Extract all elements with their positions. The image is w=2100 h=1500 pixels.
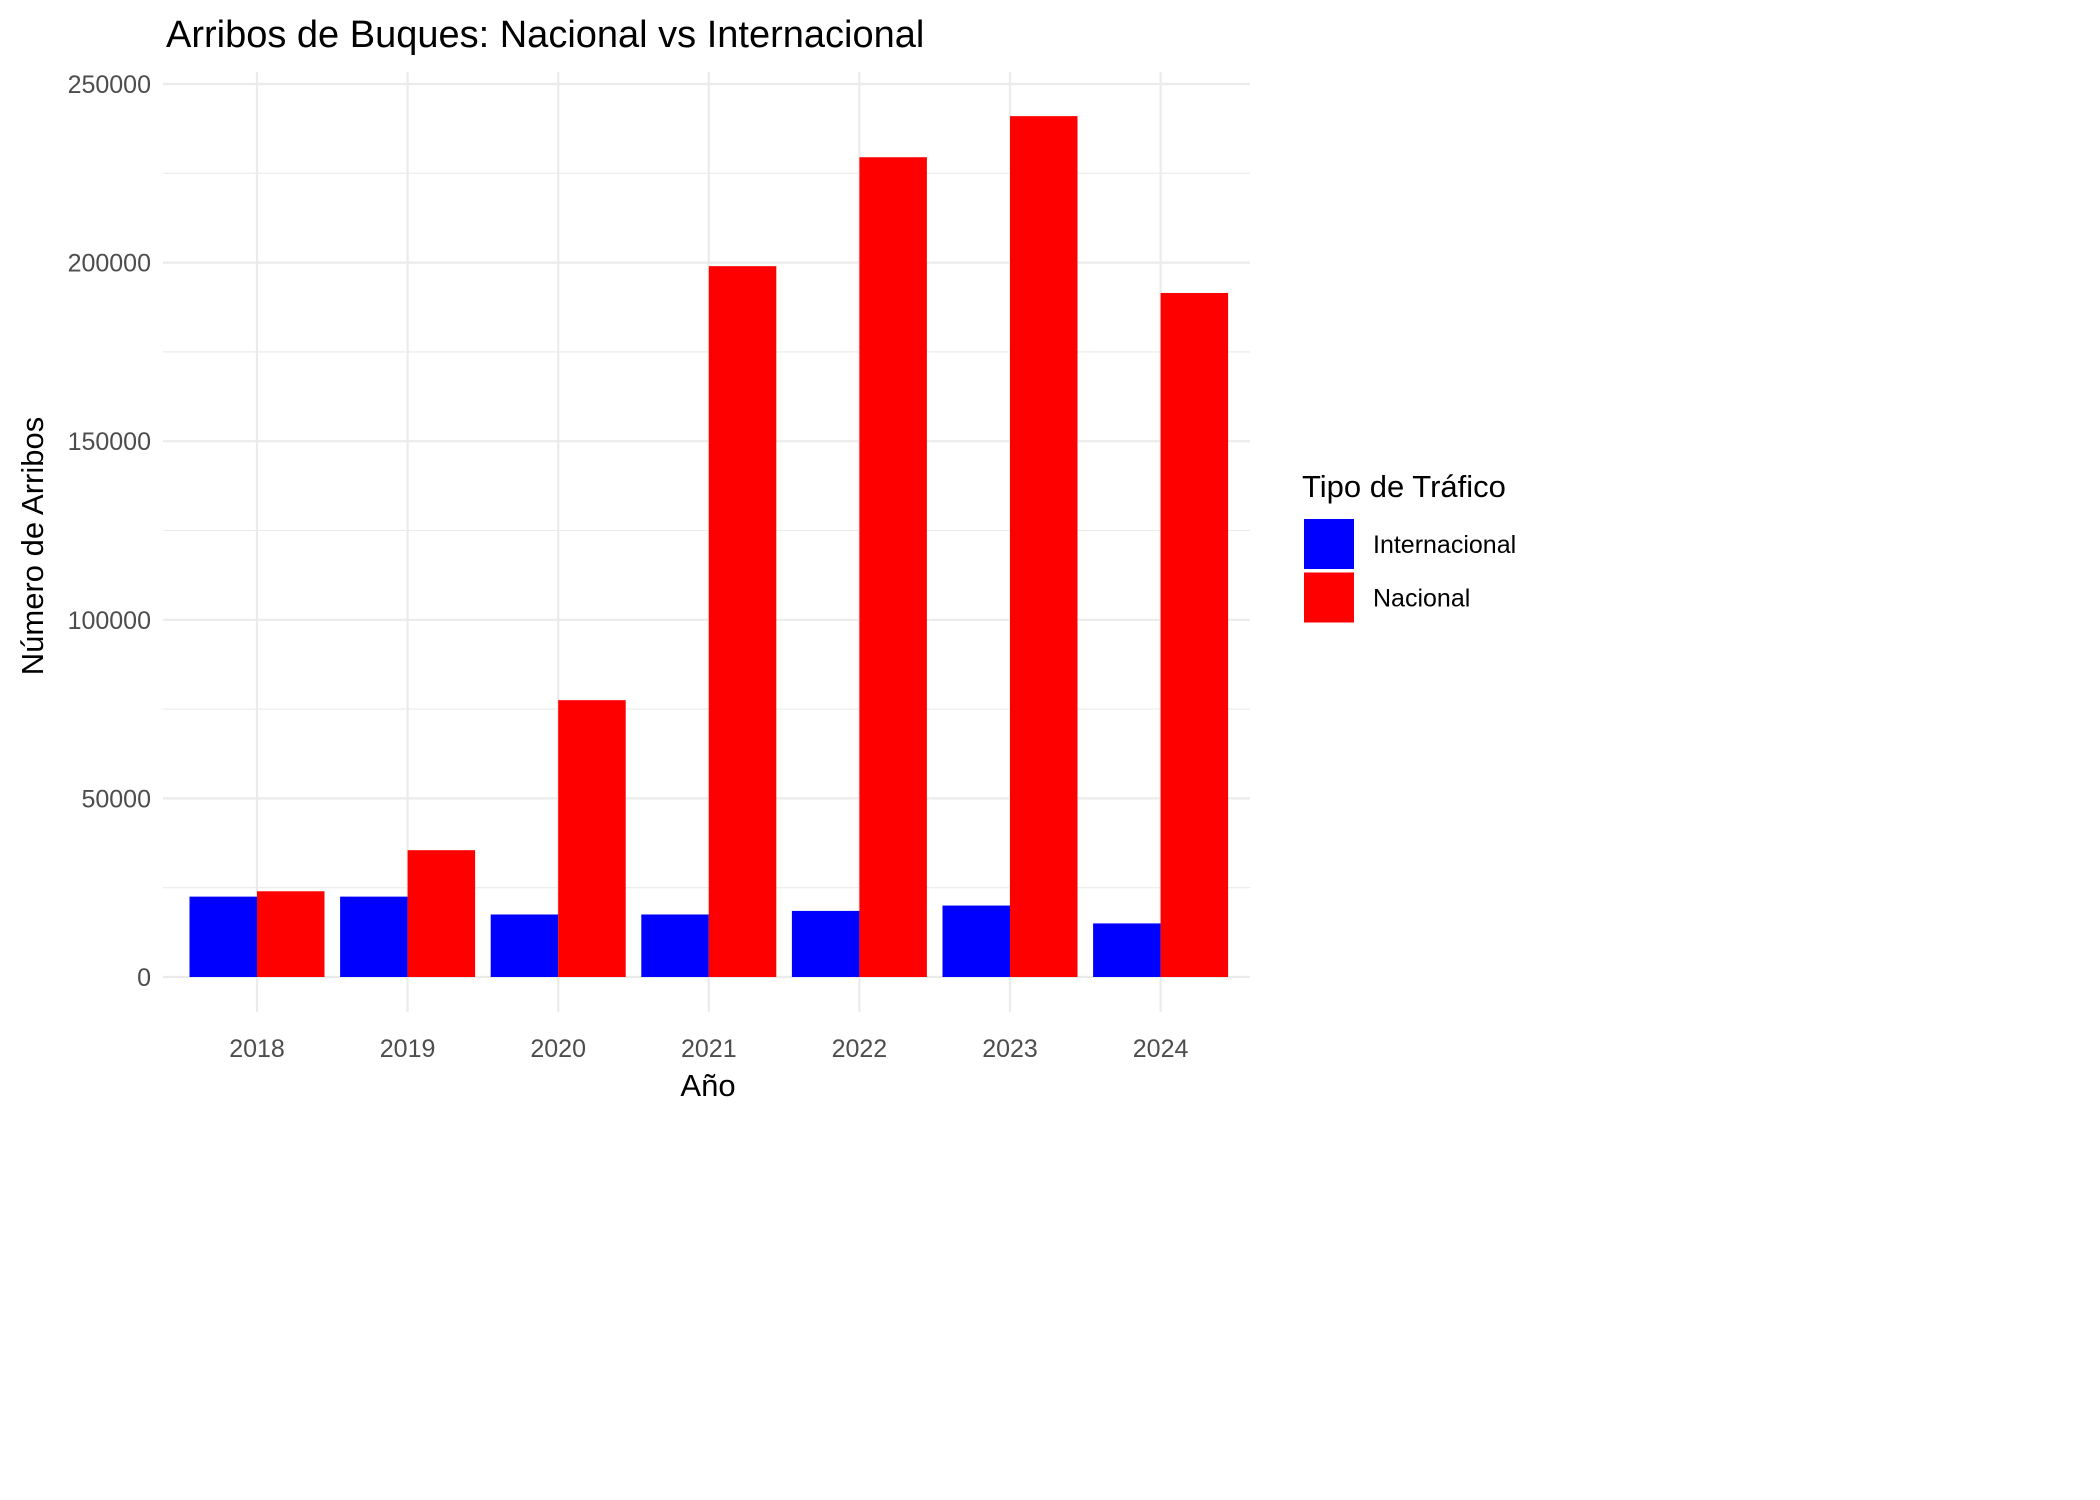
legend-key-nacional	[1304, 572, 1354, 623]
bar-chart: Arribos de Buques: Nacional vs Internaci…	[15, 14, 1516, 1103]
bar-nacional-2024	[1160, 292, 1229, 977]
legend-key-internacional	[1304, 519, 1354, 569]
y-tick-label: 200000	[68, 250, 151, 278]
y-tick-label: 100000	[68, 607, 151, 635]
bar-nacional-2022	[859, 157, 927, 977]
y-tick-label: 150000	[68, 428, 151, 456]
bar-internacional-2019	[340, 896, 408, 977]
bar-nacional-2021	[708, 266, 777, 977]
legend-title: Tipo de Tráfico	[1302, 469, 1506, 504]
legend-items: Internacional Nacional	[1304, 519, 1516, 623]
x-tick-label: 2019	[380, 1035, 436, 1063]
legend-label-nacional: Nacional	[1373, 585, 1470, 613]
bar-internacional-2018	[189, 896, 257, 977]
bar-internacional-2022	[791, 910, 860, 977]
legend: Tipo de Tráfico Internacional Nacional	[1302, 469, 1516, 623]
x-tick-label: 2018	[229, 1035, 285, 1063]
x-tick-label: 2020	[530, 1035, 586, 1063]
y-tick-label: 0	[137, 964, 151, 992]
chart-title: Arribos de Buques: Nacional vs Internaci…	[166, 14, 924, 56]
x-axis-ticks: 2018 2019 2020 2021 2022 2023 2024	[229, 1035, 1188, 1063]
y-axis-title: Número de Arribos	[15, 417, 50, 675]
x-tick-label: 2024	[1133, 1035, 1189, 1063]
bar-internacional-2023	[942, 905, 1010, 977]
bar-internacional-2024	[1093, 923, 1161, 977]
x-tick-label: 2021	[681, 1035, 737, 1063]
x-tick-label: 2022	[832, 1035, 888, 1063]
bar-nacional-2020	[558, 700, 626, 977]
bar-nacional-2018	[257, 891, 325, 977]
bars	[189, 116, 1229, 977]
bar-internacional-2021	[641, 914, 709, 977]
legend-label-internacional: Internacional	[1373, 531, 1516, 559]
y-tick-label: 250000	[68, 71, 151, 99]
bar-internacional-2020	[490, 914, 559, 977]
x-tick-label: 2023	[982, 1035, 1038, 1063]
bar-nacional-2019	[407, 850, 476, 977]
y-tick-label: 50000	[81, 785, 151, 813]
bar-nacional-2023	[1010, 116, 1078, 977]
grid	[163, 72, 1250, 1012]
chart-container: Arribos de Buques: Nacional vs Internaci…	[15, 14, 1516, 1103]
y-axis-ticks: 0 50000 100000 150000 200000 250000	[68, 71, 151, 992]
x-axis-title: Año	[680, 1068, 735, 1103]
